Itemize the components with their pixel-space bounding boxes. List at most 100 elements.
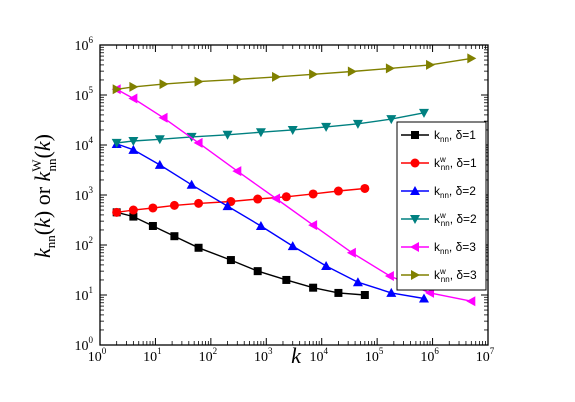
- data-point: [232, 166, 242, 177]
- data-point: [253, 267, 262, 276]
- series: [112, 183, 370, 217]
- data-point: [193, 137, 203, 148]
- data-point: [128, 137, 139, 147]
- data-point: [309, 283, 318, 292]
- data-point: [410, 215, 420, 224]
- data-point: [321, 122, 332, 132]
- legend-label: kw nn, δ=3: [434, 267, 477, 284]
- data-point: [112, 84, 122, 95]
- data-point: [386, 287, 397, 297]
- data-point: [186, 179, 197, 189]
- data-point: [287, 125, 298, 135]
- legend-entry: knn, δ=3: [401, 240, 476, 256]
- data-point: [360, 291, 369, 299]
- data-point: [352, 277, 363, 287]
- data-point: [360, 183, 370, 193]
- data-point: [233, 74, 243, 85]
- x-axis-title: k: [291, 343, 302, 368]
- x-tick-label: 103: [254, 346, 273, 365]
- data-point: [467, 53, 477, 64]
- data-point: [170, 232, 179, 241]
- data-point: [222, 130, 233, 140]
- data-point: [112, 207, 122, 217]
- data-point: [154, 159, 165, 169]
- legend-entry: kw nn, δ=1: [401, 155, 477, 172]
- data-point: [410, 158, 420, 168]
- x-tick-label: 106: [420, 346, 439, 365]
- legend-entry: knn, δ=1: [401, 128, 476, 144]
- data-point: [418, 293, 429, 303]
- data-point: [226, 256, 235, 265]
- data-point: [346, 247, 356, 258]
- data-point: [271, 193, 281, 204]
- y-axis-title: knn(k) or kWnn(k): [29, 134, 59, 258]
- data-point: [128, 205, 138, 215]
- data-point: [418, 108, 429, 118]
- data-point: [386, 115, 397, 125]
- x-tick-label: 105: [365, 346, 384, 365]
- data-point: [287, 241, 298, 251]
- legend-label: knn, δ=3: [434, 240, 476, 256]
- data-point: [159, 79, 169, 90]
- y-tick-label: 104: [75, 135, 94, 154]
- legend-label: knn, δ=1: [434, 128, 476, 144]
- data-point: [411, 131, 419, 139]
- data-point: [466, 296, 476, 307]
- data-point: [158, 112, 168, 123]
- x-tick-label: 104: [309, 346, 328, 365]
- data-point: [222, 201, 233, 211]
- data-point: [333, 186, 343, 196]
- data-point: [169, 200, 179, 210]
- y-tick-label: 102: [75, 235, 94, 254]
- data-point: [309, 69, 319, 80]
- data-point: [411, 270, 420, 280]
- legend-label: kw nn, δ=2: [434, 211, 477, 228]
- y-tick-label: 100: [75, 335, 94, 354]
- series: [111, 138, 429, 303]
- series: [112, 208, 369, 299]
- data-point: [410, 242, 419, 252]
- data-point: [384, 270, 394, 281]
- data-point: [308, 189, 318, 199]
- data-point: [352, 119, 363, 129]
- series: [111, 108, 429, 148]
- data-point: [282, 275, 291, 284]
- data-point: [321, 261, 332, 271]
- data-point: [253, 194, 263, 204]
- data-point: [255, 128, 266, 138]
- axes: 100 101 102 103 104 105 106 107 100 101 102 103 104 1…: [75, 35, 495, 365]
- data-point: [385, 63, 395, 74]
- legend-label: kw nn, δ=1: [434, 155, 477, 172]
- data-point: [128, 93, 138, 104]
- data-point: [410, 186, 420, 195]
- data-point: [111, 138, 122, 148]
- data-point: [281, 192, 291, 202]
- data-point: [194, 198, 204, 208]
- legend-entry: knn, δ=2: [401, 184, 476, 200]
- legend-label: knn, δ=2: [434, 184, 476, 200]
- series: [112, 53, 477, 95]
- x-tick-label: 107: [476, 346, 495, 365]
- data-point: [347, 66, 357, 77]
- data-point: [194, 243, 203, 252]
- y-tick-label: 106: [75, 35, 94, 54]
- x-tick-label: 102: [199, 346, 218, 365]
- data-point: [148, 221, 157, 230]
- series-line: [116, 57, 472, 90]
- data-point: [255, 220, 266, 230]
- data-point: [194, 76, 204, 87]
- legend-entry: kw nn, δ=3: [401, 267, 477, 284]
- data-point: [272, 71, 282, 82]
- data-point: [154, 135, 165, 145]
- data-point: [129, 81, 139, 92]
- y-tick-label: 105: [75, 85, 94, 104]
- data-point: [308, 220, 318, 231]
- legend: knn, δ=1 kw nn, δ=1 knn, δ=2 kw nn, δ=2 knn, δ…: [396, 121, 487, 291]
- legend-box: [396, 121, 487, 291]
- y-tick-label: 101: [75, 285, 94, 304]
- data-point: [128, 144, 139, 154]
- data-point: [148, 203, 158, 213]
- x-tick-label: 100: [88, 346, 107, 365]
- y-tick-label: 103: [75, 185, 94, 204]
